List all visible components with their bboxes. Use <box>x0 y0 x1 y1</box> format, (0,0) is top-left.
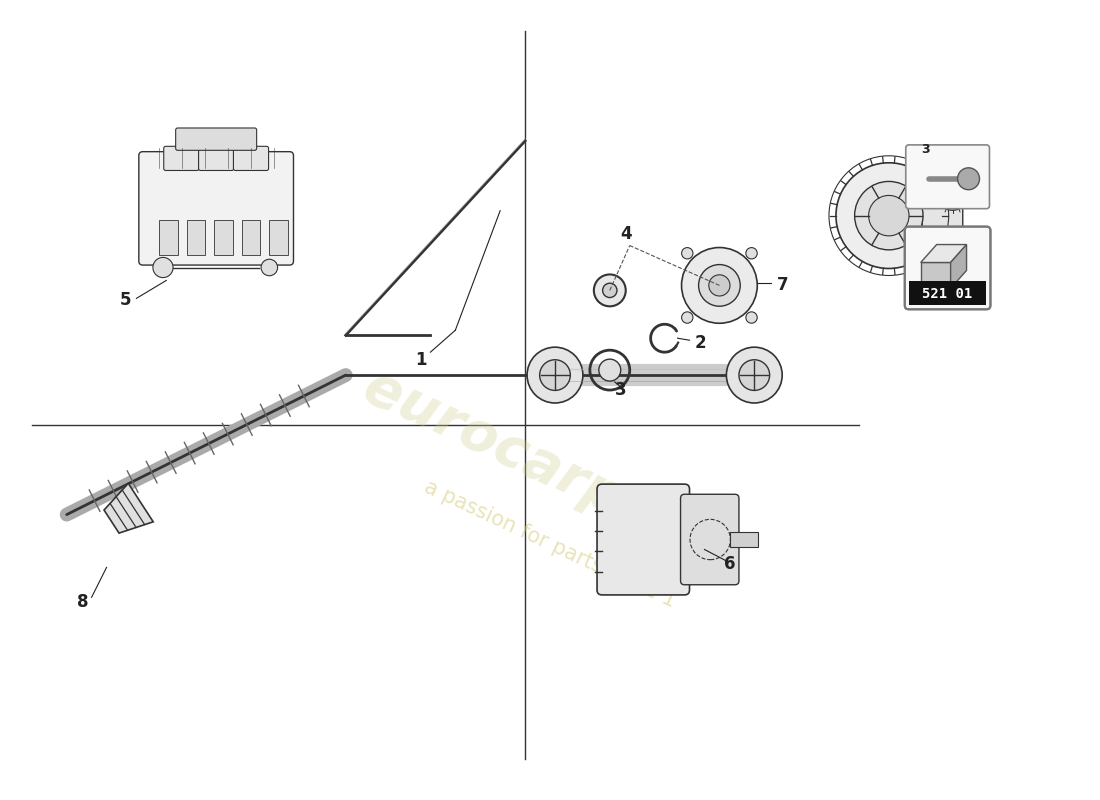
Circle shape <box>958 168 979 190</box>
Text: 521 01: 521 01 <box>923 287 972 301</box>
Bar <box>909 282 987 306</box>
Circle shape <box>936 178 969 210</box>
Text: eurocarparts: eurocarparts <box>355 360 745 580</box>
Circle shape <box>261 259 277 276</box>
Bar <box>214 220 233 254</box>
Polygon shape <box>104 483 153 533</box>
Circle shape <box>540 360 570 390</box>
Circle shape <box>726 347 782 403</box>
FancyBboxPatch shape <box>905 145 990 209</box>
Bar <box>242 220 261 254</box>
FancyBboxPatch shape <box>139 152 294 265</box>
Text: 5: 5 <box>120 291 131 310</box>
Circle shape <box>746 247 757 259</box>
Circle shape <box>603 283 617 298</box>
Bar <box>730 532 758 547</box>
Circle shape <box>855 182 923 250</box>
FancyBboxPatch shape <box>164 146 199 170</box>
Circle shape <box>739 360 770 390</box>
Text: 6: 6 <box>725 555 736 574</box>
Circle shape <box>682 312 693 323</box>
Circle shape <box>682 247 693 259</box>
Circle shape <box>836 162 942 269</box>
Circle shape <box>708 274 730 296</box>
Circle shape <box>946 187 959 201</box>
FancyBboxPatch shape <box>233 146 268 170</box>
Circle shape <box>594 274 626 306</box>
Text: 7: 7 <box>778 276 789 294</box>
Bar <box>187 220 206 254</box>
Polygon shape <box>921 262 950 288</box>
Circle shape <box>698 265 740 306</box>
Text: 3: 3 <box>615 381 626 399</box>
Polygon shape <box>950 245 967 288</box>
Circle shape <box>682 247 757 323</box>
Text: 8: 8 <box>77 594 88 611</box>
FancyBboxPatch shape <box>922 182 962 249</box>
Text: a passion for parts since 1: a passion for parts since 1 <box>421 478 679 612</box>
Text: 3: 3 <box>921 143 929 156</box>
FancyBboxPatch shape <box>199 146 233 170</box>
Circle shape <box>746 312 757 323</box>
Bar <box>160 220 178 254</box>
Text: 1: 1 <box>416 351 427 369</box>
Bar <box>270 220 288 254</box>
Circle shape <box>527 347 583 403</box>
FancyBboxPatch shape <box>597 484 690 595</box>
Circle shape <box>598 359 620 381</box>
Circle shape <box>869 195 909 236</box>
Circle shape <box>153 258 173 278</box>
Text: 2: 2 <box>694 334 706 352</box>
FancyBboxPatch shape <box>681 494 739 585</box>
Text: 4: 4 <box>619 225 631 242</box>
Polygon shape <box>921 245 967 262</box>
FancyBboxPatch shape <box>905 226 990 310</box>
FancyBboxPatch shape <box>176 128 256 150</box>
